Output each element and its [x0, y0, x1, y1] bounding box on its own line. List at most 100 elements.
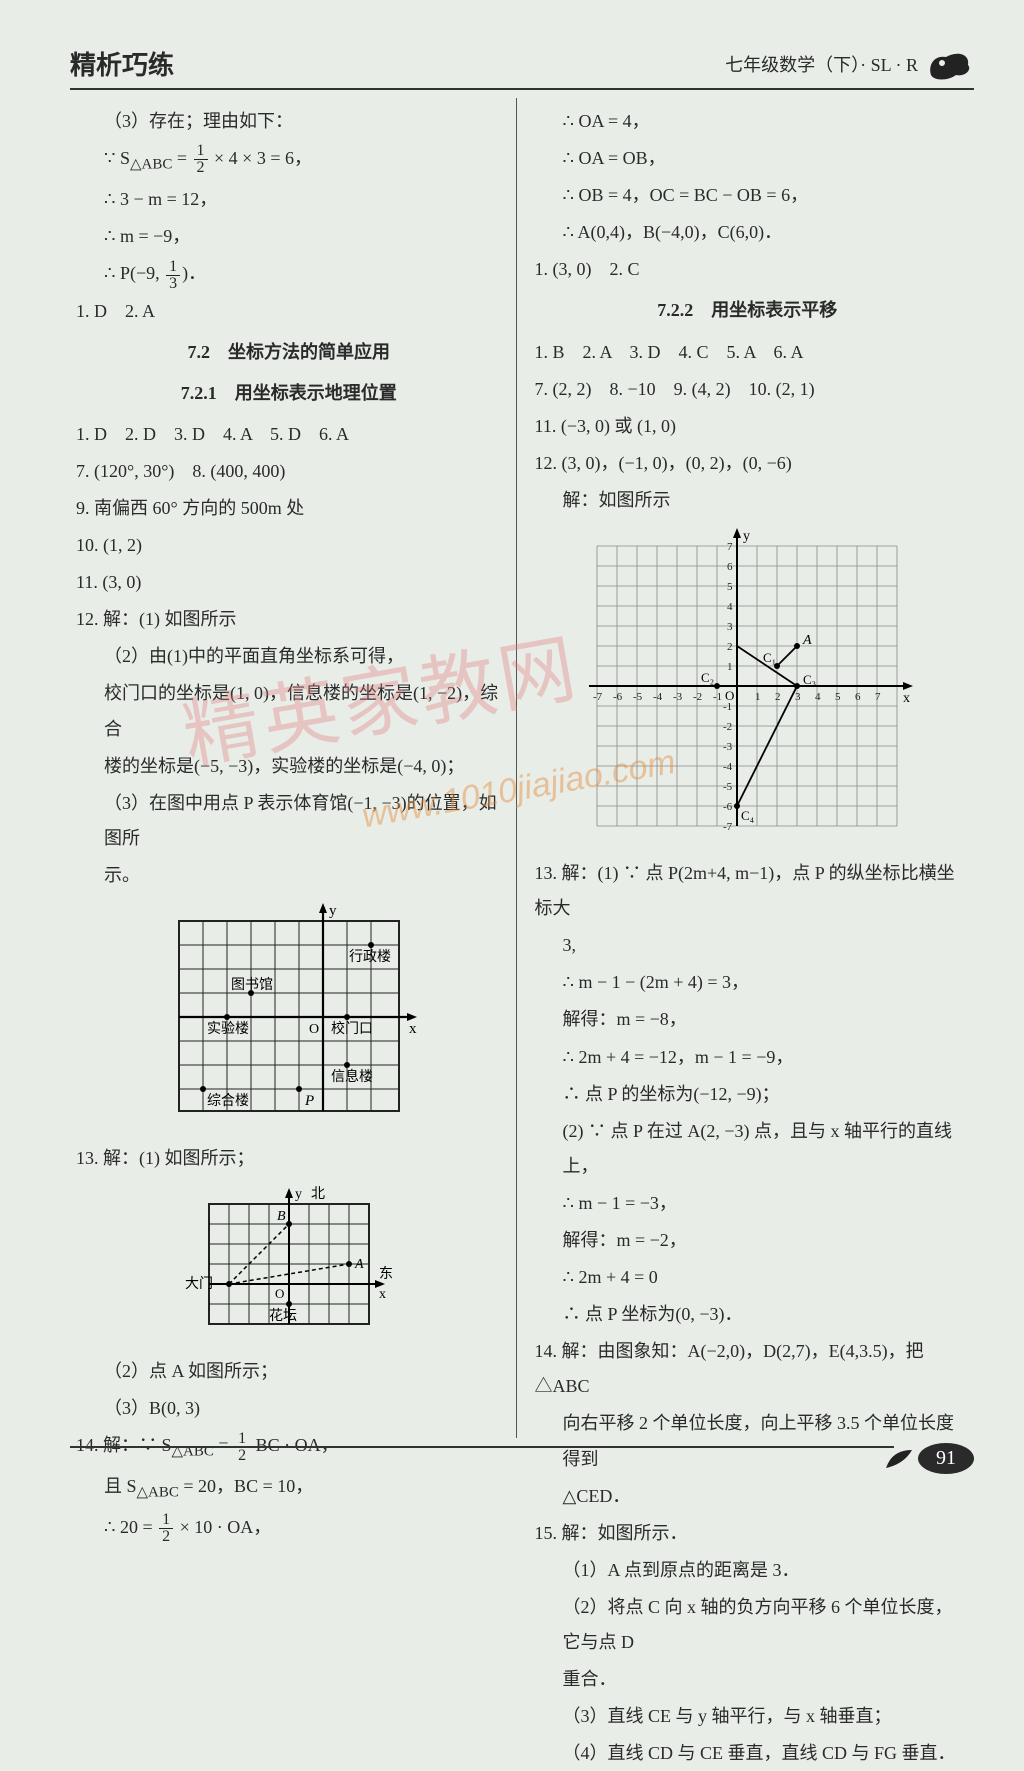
text-line: 且 S△ABC = 20，BC = 10， [76, 1469, 502, 1508]
left-column: （3）存在；理由如下： ∵ S△ABC = 12 × 4 × 3 = 6， ∴ … [70, 98, 516, 1438]
svg-text:花坛: 花坛 [269, 1308, 297, 1324]
header-right-text: 七年级数学（下）· SL · R [725, 51, 918, 77]
text-line: ∴ OA = OB， [535, 141, 961, 176]
svg-text:5: 5 [835, 691, 841, 703]
text-line: 13. 解：(1) 如图所示； [76, 1141, 502, 1176]
text-line: 7. (120°, 30°) 8. (400, 400) [76, 454, 502, 489]
svg-text:行政楼: 行政楼 [349, 949, 391, 965]
right-column: ∴ OA = 4， ∴ OA = OB， ∴ OB = 4，OC = BC − … [516, 98, 975, 1438]
text-line: 1. (3, 0) 2. C [535, 252, 961, 287]
text-line: 9. 南偏西 60° 方向的 500m 处 [76, 491, 502, 526]
text-line: 15. 解：如图所示． [535, 1516, 961, 1551]
svg-text:-2: -2 [723, 721, 732, 733]
text-line: 13. 解：(1) ∵ 点 P(2m+4, m−1)，点 P 的纵坐标比横坐标大 [535, 856, 961, 926]
svg-text:-5: -5 [723, 781, 733, 793]
text-line: ∴ 20 = 12 × 10 · OA， [76, 1510, 502, 1545]
text-line: 楼的坐标是(−5, −3)，实验楼的坐标是(−4, 0)； [76, 749, 502, 784]
text-line: （1）A 点到原点的距离是 3． [535, 1553, 961, 1588]
svg-text:x: x [409, 1021, 417, 1037]
svg-text:-6: -6 [723, 801, 733, 813]
svg-text:-3: -3 [673, 691, 683, 703]
text-line: ∴ m − 1 − (2m + 4) = 3， [535, 965, 961, 1000]
svg-text:3: 3 [795, 691, 801, 703]
text-line: 12. (3, 0)，(−1, 0)，(0, 2)，(0, −6) [535, 446, 961, 481]
text-line: （2）由(1)中的平面直角坐标系可得， [76, 639, 502, 674]
svg-text:A: A [802, 633, 812, 648]
svg-text:6: 6 [855, 691, 861, 703]
section-heading: 7.2 坐标方法的简单应用 [76, 335, 502, 370]
text-line: ∴ 点 P 的坐标为(−12, −9)； [535, 1077, 961, 1112]
text-line: 3, [535, 928, 961, 963]
svg-text:-5: -5 [633, 691, 643, 703]
svg-text:北: 北 [311, 1186, 325, 1202]
text-line: 1. D 2. D 3. D 4. A 5. D 6. A [76, 417, 502, 452]
svg-text:实验楼: 实验楼 [207, 1021, 249, 1037]
svg-text:6: 6 [727, 561, 733, 573]
svg-text:-2: -2 [693, 691, 702, 703]
text-line: 示。 [76, 858, 502, 893]
svg-text:7: 7 [727, 541, 733, 553]
text-line: 11. (3, 0) [76, 565, 502, 600]
text-line: ∴ m = −9， [76, 219, 502, 254]
svg-text:x: x [903, 691, 910, 706]
text-line: ∴ m − 1 = −3， [535, 1186, 961, 1221]
svg-text:4: 4 [727, 601, 733, 613]
text-line: ∴ A(0,4)，B(−4,0)，C(6,0)． [535, 215, 961, 250]
svg-text:-4: -4 [723, 761, 733, 773]
page-number-value: 91 [918, 1443, 974, 1474]
svg-text:2: 2 [775, 691, 781, 703]
text-line: （2）将点 C 向 x 轴的负方向平移 6 个单位长度，它与点 D [535, 1590, 961, 1660]
fraction: 12 [159, 1512, 173, 1545]
page-header: 精析巧练 七年级数学（下）· SL · R [70, 45, 974, 90]
svg-text:-1: -1 [723, 701, 732, 713]
svg-text:校门口: 校门口 [331, 1020, 373, 1037]
text-line: 12. 解：(1) 如图所示 [76, 602, 502, 637]
text-line: ∴ OA = 4， [535, 104, 961, 139]
svg-text:C₄: C₄ [741, 808, 755, 823]
text-line: 解：如图所示 [535, 483, 961, 518]
text-line: ∴ 2m + 4 = −12，m − 1 = −9， [535, 1040, 961, 1075]
svg-text:y: y [743, 529, 750, 544]
svg-text:4: 4 [815, 691, 821, 703]
svg-text:O: O [309, 1022, 319, 1037]
svg-text:-4: -4 [653, 691, 663, 703]
svg-text:O: O [275, 1286, 284, 1301]
svg-text:-7: -7 [593, 691, 603, 703]
svg-text:7: 7 [875, 691, 881, 703]
text-line: （2）点 A 如图所示； [76, 1354, 502, 1389]
text-line: ∵ S△ABC = 12 × 4 × 3 = 6， [76, 141, 502, 180]
svg-text:图书馆: 图书馆 [231, 977, 273, 993]
fraction: 12 [194, 143, 208, 176]
svg-text:大门: 大门 [185, 1276, 213, 1292]
text-line: 重合． [535, 1662, 961, 1697]
text-line: （3）在图中用点 P 表示体育馆(−1, −3)的位置，如图所 [76, 786, 502, 856]
decor-icon [926, 47, 974, 81]
text-line: ∴ 点 P 坐标为(0, −3)． [535, 1297, 961, 1332]
svg-text:P: P [304, 1093, 314, 1109]
text-line: ∴ OB = 4，OC = BC − OB = 6， [535, 178, 961, 213]
text-line: 1. D 2. A [76, 294, 502, 329]
text-line: 7. (2, 2) 8. −10 9. (4, 2) 10. (2, 1) [535, 372, 961, 407]
svg-text:3: 3 [727, 621, 733, 633]
svg-text:C₃: C₃ [803, 672, 816, 687]
page-number: 91 [884, 1443, 974, 1474]
text-line: 1. B 2. A 3. D 4. C 5. A 6. A [535, 335, 961, 370]
text-line: ∴ 2m + 4 = 0 [535, 1260, 961, 1295]
svg-text:2: 2 [727, 641, 733, 653]
fraction: 13 [166, 259, 180, 292]
svg-text:东: 东 [379, 1266, 393, 1282]
svg-text:1: 1 [755, 691, 761, 703]
svg-text:A: A [354, 1257, 364, 1272]
figure-coordinate-grid-3: y x O -7-6-5 -4-3-2 -1 123 456 7 765 432… [577, 526, 917, 846]
footer-rule [70, 1446, 894, 1448]
text-line: （3）B(0, 3) [76, 1391, 502, 1426]
text-line: ∴ 3 − m = 12， [76, 182, 502, 217]
text-line: 解得：m = −2， [535, 1223, 961, 1258]
text-line: 10. (1, 2) [76, 528, 502, 563]
content-columns: （3）存在；理由如下： ∵ S△ABC = 12 × 4 × 3 = 6， ∴ … [70, 98, 974, 1438]
leaf-icon [884, 1446, 914, 1472]
text-line: 解得：m = −8， [535, 1002, 961, 1037]
svg-text:x: x [379, 1287, 386, 1302]
svg-text:-3: -3 [723, 741, 733, 753]
text-line: 14. 解：由图象知：A(−2,0)，D(2,7)，E(4,3.5)，把 △AB… [535, 1334, 961, 1404]
